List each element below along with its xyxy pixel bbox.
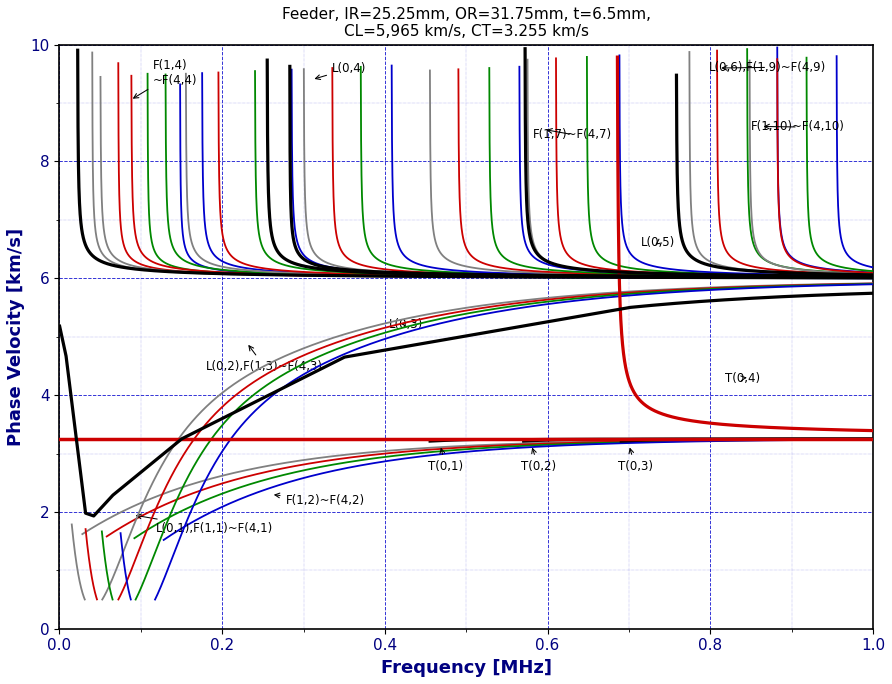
Text: T(0,2): T(0,2) [521,449,556,473]
Text: T(0,3): T(0,3) [617,449,653,473]
Y-axis label: Phase Velocity [km/s]: Phase Velocity [km/s] [7,228,25,446]
Text: L(0,1),F(1,1)~F(4,1): L(0,1),F(1,1)~F(4,1) [136,514,273,536]
Text: L(0,2),F(1,3)~F(4,3): L(0,2),F(1,3)~F(4,3) [206,345,323,373]
Text: F(1,4)
~F(4,4): F(1,4) ~F(4,4) [134,59,197,98]
Text: L(0,6),F(1,9)~F(4,9): L(0,6),F(1,9)~F(4,9) [708,61,826,74]
Text: F(1,2)~F(4,2): F(1,2)~F(4,2) [275,493,365,508]
Text: T(0,1): T(0,1) [428,449,463,473]
X-axis label: Frequency [MHz]: Frequency [MHz] [381,659,552,677]
Text: F(1,10)~F(4,10): F(1,10)~F(4,10) [751,120,845,133]
Text: F(1,7)~F(4,7): F(1,7)~F(4,7) [533,128,612,141]
Text: L(0,5): L(0,5) [641,236,675,249]
Text: T(0,4): T(0,4) [725,371,760,384]
Title: Feeder, IR=25.25mm, OR=31.75mm, t=6.5mm,
CL=5,965 km/s, CT=3.255 km/s: Feeder, IR=25.25mm, OR=31.75mm, t=6.5mm,… [282,7,651,40]
Text: L(0,3): L(0,3) [389,318,423,331]
Text: L(0,4): L(0,4) [316,62,367,79]
